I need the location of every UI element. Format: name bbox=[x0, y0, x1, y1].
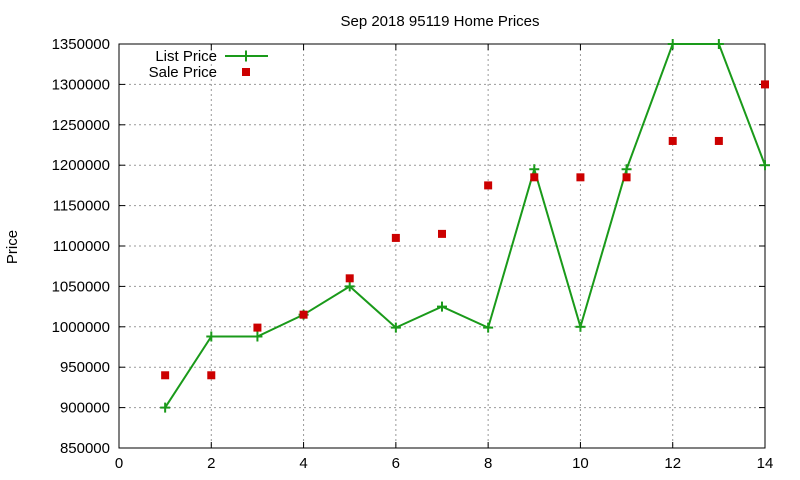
y-tick-label: 1300000 bbox=[52, 76, 110, 93]
grid-lines bbox=[119, 44, 765, 448]
data-point bbox=[253, 323, 262, 332]
data-point bbox=[206, 331, 217, 342]
data-point bbox=[761, 80, 769, 89]
data-point bbox=[160, 402, 171, 413]
data-point bbox=[483, 322, 494, 333]
data-point bbox=[484, 181, 493, 190]
y-tick-label: 1350000 bbox=[52, 36, 110, 53]
x-tick-label: 12 bbox=[664, 455, 681, 472]
data-point bbox=[391, 233, 400, 242]
chart-title: Sep 2018 95119 Home Prices bbox=[340, 13, 539, 30]
y-tick-label: 1050000 bbox=[52, 278, 110, 295]
x-tick-label: 14 bbox=[757, 455, 774, 472]
series-list-price bbox=[160, 39, 770, 413]
legend-label-sale-price: Sale Price bbox=[149, 64, 217, 81]
data-point bbox=[345, 274, 354, 283]
y-tick-label: 1150000 bbox=[53, 198, 110, 215]
y-tick-label: 850000 bbox=[60, 440, 110, 457]
data-point bbox=[760, 160, 770, 171]
y-tick-label: 950000 bbox=[60, 359, 110, 376]
data-point bbox=[437, 301, 447, 312]
data-point bbox=[299, 310, 308, 319]
data-point bbox=[667, 39, 678, 49]
legend-label-list-price: List Price bbox=[155, 48, 217, 65]
data-point bbox=[529, 164, 540, 175]
y-tick-label: 1000000 bbox=[52, 319, 110, 336]
data-point bbox=[668, 136, 677, 145]
series-line bbox=[164, 43, 766, 409]
data-point bbox=[344, 281, 355, 292]
series-layer bbox=[160, 39, 770, 413]
data-point bbox=[714, 136, 723, 145]
data-point bbox=[622, 173, 631, 182]
y-tick-label: 1250000 bbox=[52, 117, 110, 134]
data-point bbox=[530, 173, 539, 182]
data-point bbox=[252, 331, 263, 342]
data-point bbox=[713, 39, 724, 49]
x-tick-label: 0 bbox=[115, 455, 123, 472]
legend-marker-list-price bbox=[240, 50, 252, 62]
y-axis-label: Price bbox=[4, 230, 21, 264]
data-point bbox=[390, 322, 401, 333]
y-tick-label: 900000 bbox=[60, 400, 110, 417]
data-point bbox=[161, 371, 170, 380]
x-tick-label: 8 bbox=[484, 455, 492, 472]
legend-marker-sale-price bbox=[242, 68, 250, 76]
y-tick-label: 1100000 bbox=[53, 238, 110, 255]
legend: List Price Sale Price bbox=[149, 48, 268, 81]
data-point bbox=[576, 173, 585, 182]
x-tick-label: 6 bbox=[392, 455, 400, 472]
data-point bbox=[621, 164, 632, 175]
y-tick-label: 1200000 bbox=[52, 157, 110, 174]
data-point bbox=[575, 321, 586, 332]
axis-ticks: 0 2 4 6 8 10 12 14 850000 900000 950000 1000000 1050… bbox=[52, 36, 774, 472]
x-tick-label: 10 bbox=[572, 455, 589, 472]
x-tick-label: 2 bbox=[207, 455, 215, 472]
data-point bbox=[207, 371, 216, 380]
x-tick-label: 4 bbox=[299, 455, 307, 472]
data-point bbox=[438, 229, 446, 238]
series-sale-price bbox=[161, 80, 769, 380]
